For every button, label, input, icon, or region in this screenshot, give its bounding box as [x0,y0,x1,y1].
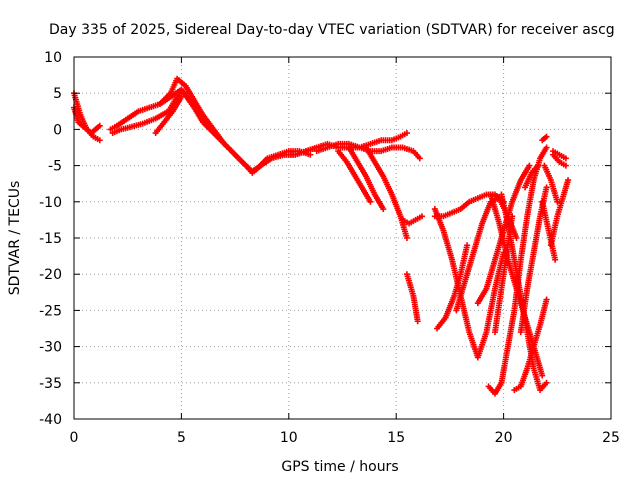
data-point [403,130,410,137]
x-tick-label: 15 [387,430,405,446]
data-point [307,151,314,158]
y-axis-label: SDTVAR / TECUs [7,181,23,296]
data-point [416,155,423,162]
axes: 0 5 10 15 20 25 10 5 0 -5 -10 -15 -20 -25 -30 -35 -40 [39,50,620,446]
series-s16 [434,242,471,332]
data-point [96,137,103,144]
series-s21 [485,144,550,397]
y-tick-label: -25 [39,303,62,319]
data-point [562,155,569,162]
data-point [526,162,533,169]
data-point [543,184,550,191]
data-point [367,198,374,205]
data-point [565,177,572,184]
data-point [464,242,471,249]
series-s26 [539,133,550,144]
series-s28 [539,198,559,263]
x-tick-label: 10 [280,430,298,446]
series-s5 [109,86,198,137]
y-tick-label: -15 [39,231,62,247]
data-point [539,372,546,379]
data-point [543,296,550,303]
series-s10 [345,144,387,213]
x-tick-label: 20 [495,430,513,446]
series-s12 [399,213,425,227]
grid [74,57,611,419]
data-point [552,256,559,263]
series-s3 [107,86,314,175]
series-s31 [550,148,569,162]
y-tick-label: -35 [39,376,62,392]
series-s4 [156,75,320,176]
series-s30 [547,177,572,249]
data-point [534,162,541,169]
data-point [191,104,198,111]
series-s15 [431,206,507,361]
series-s8 [313,140,423,162]
y-tick-label: 10 [44,50,62,66]
data-point [178,93,185,100]
data-point [543,144,550,151]
data-point [96,122,103,129]
y-tick-label: -5 [48,159,62,175]
series-s13 [403,271,421,325]
y-tick-label: -10 [39,195,62,211]
x-tick-label: 0 [70,430,79,446]
y-tick-label: 0 [53,122,62,138]
series-s25 [522,162,541,191]
series-s17 [453,195,520,314]
chart-title: Day 335 of 2025, Sidereal Day-to-day VTE… [49,22,615,38]
data-point [380,206,387,213]
x-axis-label: GPS time / hours [281,459,398,475]
x-tick-label: 5 [177,430,186,446]
series-s6 [152,93,185,137]
series-s23 [517,184,550,336]
data-point [509,213,516,220]
y-tick-label: -40 [39,412,62,428]
series-s2 [71,104,103,137]
data-point [414,318,421,325]
y-tick-label: -20 [39,267,62,283]
data-points [71,75,572,397]
series-s9 [335,148,374,205]
data-point [543,133,550,140]
series-s11 [363,144,410,241]
series-s24 [511,296,550,394]
series-s27 [541,162,561,205]
y-tick-label: -30 [39,340,62,356]
x-tick-label: 25 [602,430,620,446]
data-point [513,235,520,241]
data-point [543,379,550,386]
data-point [418,213,425,220]
data-point [403,235,410,241]
data-point [562,162,569,169]
y-tick-label: 5 [53,86,62,102]
